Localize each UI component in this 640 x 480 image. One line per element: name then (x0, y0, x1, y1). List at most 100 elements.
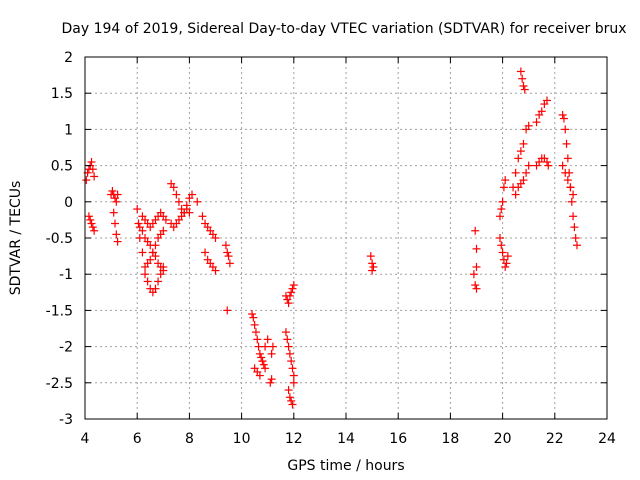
data-point (522, 168, 531, 177)
data-point (511, 190, 520, 199)
data-point (561, 125, 570, 134)
data-point (82, 176, 91, 185)
x-tick-label: 14 (337, 431, 355, 447)
data-point (221, 241, 230, 250)
data-point (519, 176, 528, 185)
data-point (257, 353, 266, 362)
y-tick-label: 1.5 (51, 86, 73, 102)
data-point (159, 226, 168, 235)
data-point (248, 310, 257, 319)
data-point (159, 262, 168, 271)
data-point (284, 386, 293, 395)
x-tick-label: 22 (546, 431, 564, 447)
data-point (501, 176, 510, 185)
y-tick-label: 0 (64, 195, 73, 211)
data-point (258, 357, 267, 366)
data-point (281, 328, 290, 337)
data-point (193, 197, 202, 206)
data-point (542, 157, 551, 166)
data-point (185, 208, 194, 217)
data-point (87, 157, 96, 166)
x-tick-label: 6 (133, 431, 142, 447)
data-point (544, 161, 553, 170)
data-point (146, 255, 155, 264)
data-point (511, 168, 520, 177)
data-point (138, 248, 147, 257)
data-point (134, 219, 143, 228)
data-point (516, 67, 525, 76)
data-point (502, 259, 511, 268)
data-point (143, 277, 152, 286)
data-point (224, 252, 233, 261)
data-point (472, 262, 481, 271)
y-tick-label: -2 (59, 340, 73, 356)
data-point (288, 400, 297, 409)
data-point (151, 284, 160, 293)
data-point (287, 288, 296, 297)
data-point (498, 248, 507, 257)
data-point (112, 230, 121, 239)
x-tick-label: 20 (494, 431, 512, 447)
data-point (255, 349, 264, 358)
x-tick-label: 16 (389, 431, 407, 447)
data-point (249, 313, 258, 322)
data-point (559, 114, 568, 123)
data-point (285, 291, 294, 300)
data-point (524, 161, 533, 170)
data-point (211, 234, 220, 242)
data-point (161, 215, 170, 224)
data-point (471, 226, 480, 235)
y-tick-label: -2.5 (46, 376, 73, 392)
data-point (267, 349, 276, 358)
data-point (267, 375, 276, 384)
data-point (259, 360, 268, 369)
data-point (87, 219, 96, 228)
data-point (472, 284, 481, 293)
data-point (368, 259, 377, 268)
data-point (169, 183, 178, 192)
data-point (520, 85, 529, 94)
data-point (572, 241, 581, 250)
data-point (503, 252, 512, 261)
data-point (174, 197, 183, 206)
data-point (524, 121, 533, 130)
data-point (519, 81, 528, 90)
data-point (266, 378, 275, 387)
y-tick-label: -0.5 (46, 231, 73, 247)
data-points (82, 67, 581, 409)
data-point (201, 248, 210, 257)
data-point (211, 266, 220, 275)
data-point (288, 284, 297, 293)
data-point (90, 226, 99, 235)
data-point (284, 342, 293, 351)
data-point (109, 208, 118, 217)
data-point (570, 223, 579, 232)
axis-ticks: 4 6 8 10 12 14 16 18 20 22 24 2 1.5 1 0.5 0 -0.5 -1 -1.5 -2… (46, 50, 616, 447)
x-tick-label: 24 (598, 431, 616, 447)
data-point (537, 107, 546, 116)
y-axis-label: SDTVAR / TECUs (8, 181, 24, 296)
data-point (497, 205, 506, 214)
data-point (514, 154, 523, 163)
data-point (289, 378, 298, 387)
data-point (261, 342, 270, 351)
data-point (283, 335, 292, 344)
data-point (263, 335, 272, 344)
data-point (88, 165, 97, 174)
data-point (558, 110, 567, 119)
data-point (289, 371, 298, 380)
data-point (569, 190, 578, 199)
data-point (255, 371, 264, 380)
data-point (571, 234, 580, 242)
data-point (516, 147, 525, 156)
data-point (288, 364, 297, 373)
chart-title: Day 194 of 2019, Sidereal Day-to-day VTE… (61, 21, 626, 37)
data-point (501, 262, 510, 271)
data-point (268, 342, 277, 351)
y-tick-label: -1 (59, 267, 73, 283)
data-point (84, 212, 93, 221)
data-point (172, 190, 181, 199)
data-point (111, 219, 120, 228)
x-tick-label: 12 (285, 431, 303, 447)
